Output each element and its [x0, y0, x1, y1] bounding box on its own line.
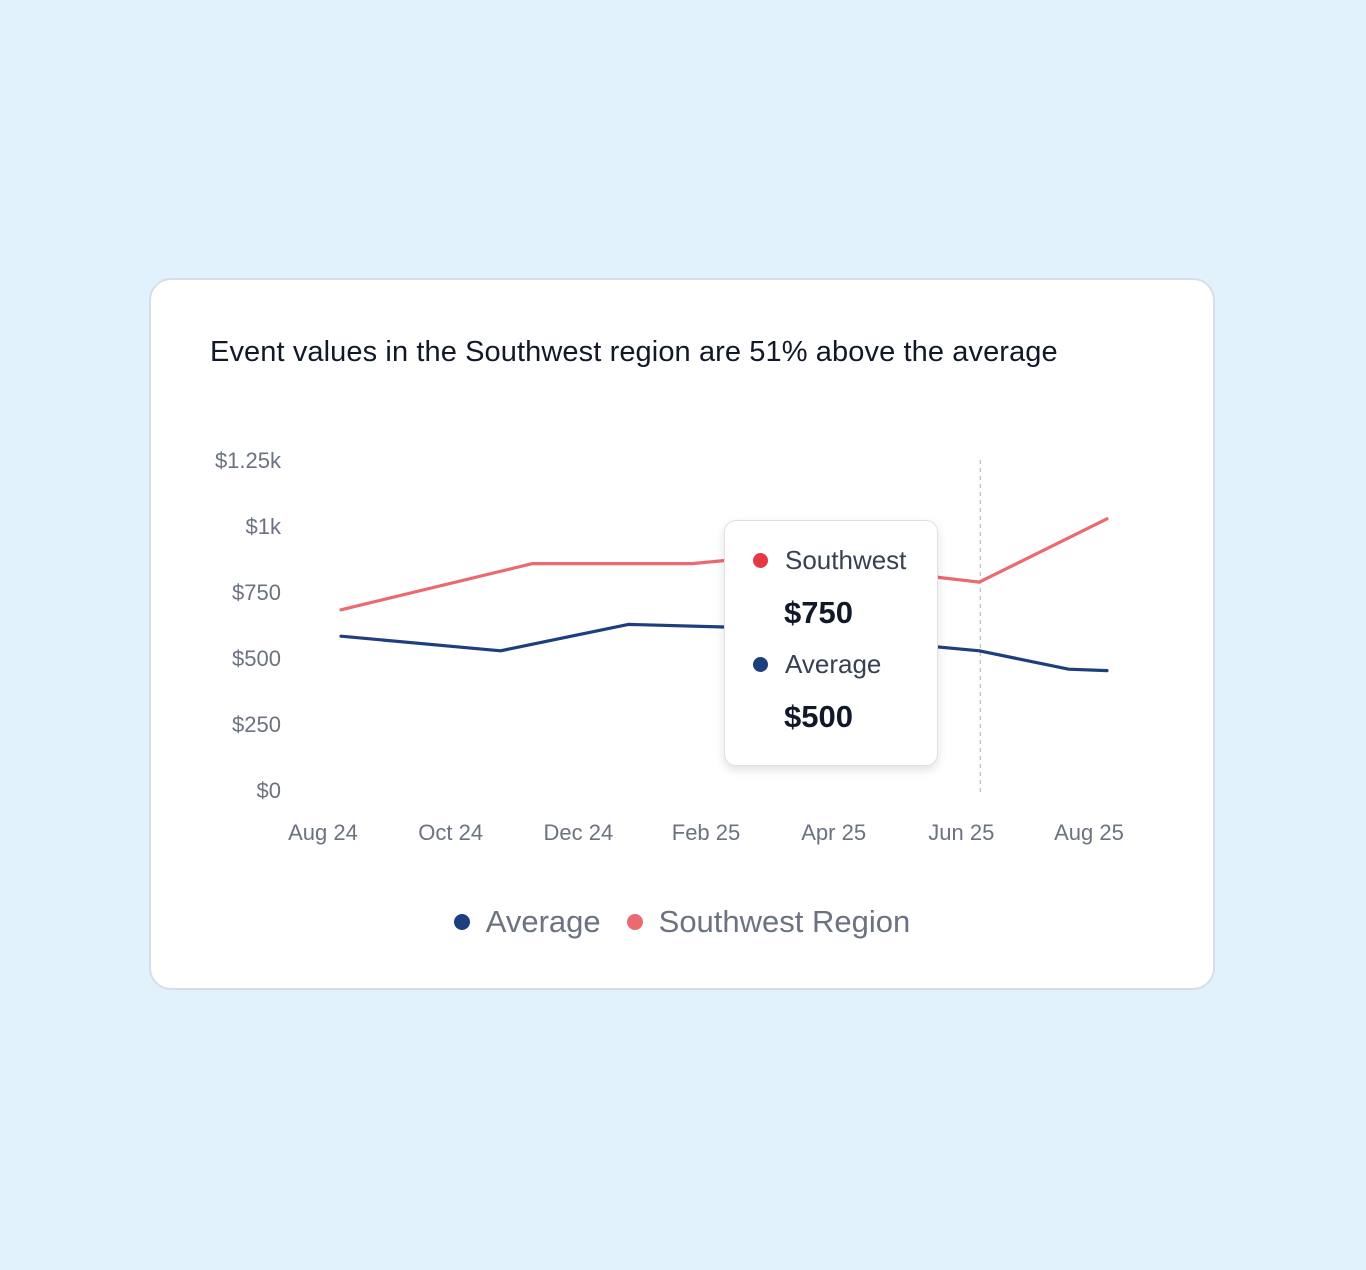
tooltip-average-label: Average: [785, 649, 882, 679]
southwest-legend-dot-icon: [626, 914, 643, 930]
average-dot-icon: [753, 657, 768, 672]
x-tick-label: Dec 24: [543, 820, 613, 845]
legend-label-average: Average: [485, 904, 601, 939]
x-tick-label: Feb 25: [672, 820, 741, 845]
y-tick-label: $1.25k: [215, 448, 282, 473]
y-tick-label: $250: [232, 712, 281, 737]
y-tick-label: $500: [232, 646, 281, 671]
legend-label-southwest: Southwest Region: [658, 904, 911, 939]
tooltip-southwest-value: $750: [784, 595, 853, 630]
tooltip-southwest-row: Southwest: [753, 545, 906, 576]
southwest-dot-icon: [753, 553, 768, 568]
average-legend-dot-icon: [453, 914, 470, 930]
tooltip-average-row: Average: [753, 649, 881, 680]
line-chart[interactable]: $1.25k $1k $750 $500 $250 $0 Aug 24 Oct 24 Dec 2…: [151, 280, 1217, 992]
x-tick-label: Aug 24: [288, 820, 358, 845]
chart-legend: Average Southwest Region: [151, 904, 1213, 940]
chart-title: Event values in the Southwest region are…: [210, 336, 1058, 368]
chart-tooltip: Southwest $750 Average $500: [724, 520, 938, 766]
y-tick-label: $750: [232, 580, 281, 605]
legend-item-southwest[interactable]: Southwest Region: [626, 904, 911, 940]
y-tick-label: $0: [257, 778, 281, 803]
tooltip-average-value: $500: [784, 699, 853, 734]
x-tick-label: Jun 25: [928, 820, 994, 845]
x-tick-label: Apr 25: [801, 820, 866, 845]
x-tick-label: Oct 24: [418, 820, 483, 845]
legend-item-average[interactable]: Average: [453, 904, 601, 940]
x-tick-label: Aug 25: [1054, 820, 1124, 845]
tooltip-southwest-label: Southwest: [785, 545, 907, 575]
y-tick-label: $1k: [246, 514, 282, 539]
chart-card: Event values in the Southwest region are…: [149, 278, 1215, 990]
